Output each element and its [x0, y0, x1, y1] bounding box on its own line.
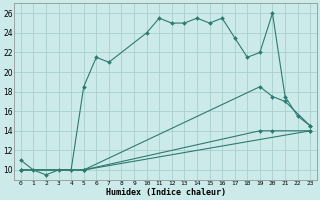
X-axis label: Humidex (Indice chaleur): Humidex (Indice chaleur) [106, 188, 226, 197]
